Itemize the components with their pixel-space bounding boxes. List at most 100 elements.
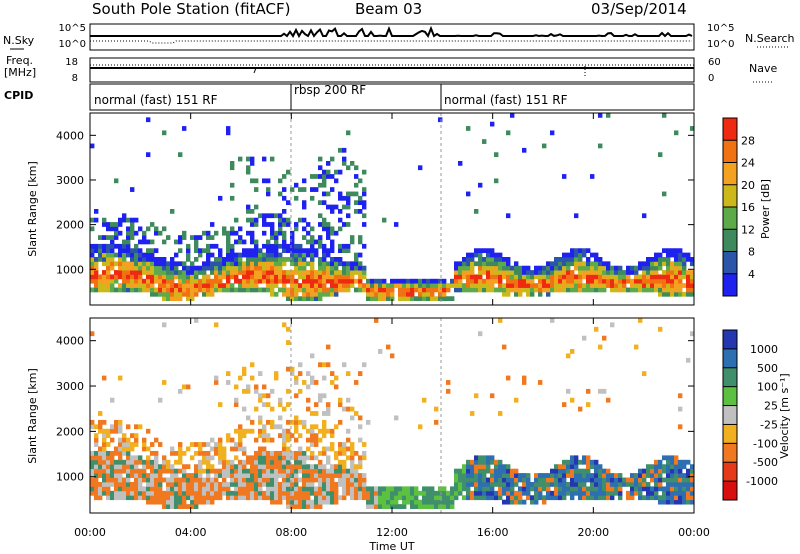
- echo-cell: [162, 283, 167, 288]
- echo-cell: [274, 495, 279, 501]
- echo-cell: [658, 257, 663, 262]
- echo-cell: [346, 261, 351, 267]
- echo-cell: [234, 397, 239, 403]
- echo-cell: [634, 287, 639, 293]
- echo-cell: [118, 217, 123, 223]
- freq-label-top: Freq.: [6, 54, 33, 67]
- echo-cell: [634, 477, 639, 483]
- power-colorbar-label: Power [dB]: [759, 179, 772, 239]
- echo-cell: [358, 239, 363, 245]
- echo-cell: [634, 481, 639, 487]
- echo-cell: [330, 495, 335, 501]
- echo-cell: [246, 495, 251, 501]
- echo-cell: [230, 270, 235, 275]
- echo-cell: [222, 450, 227, 456]
- echo-cell: [330, 433, 335, 439]
- echo-cell: [546, 287, 551, 293]
- echo-cell: [434, 499, 439, 505]
- echo-cell: [150, 274, 155, 280]
- echo-cell: [638, 473, 643, 478]
- echo-cell: [198, 468, 203, 474]
- echo-cell: [94, 481, 99, 487]
- echo-cell: [606, 486, 611, 492]
- echo-cell: [270, 419, 275, 425]
- echo-cell: [334, 450, 339, 456]
- echo-cell: [170, 486, 175, 492]
- echo-cell: [318, 222, 323, 227]
- echo-cell: [326, 495, 331, 501]
- echo-cell: [258, 265, 263, 271]
- echo-cell: [322, 477, 327, 483]
- echo-cell: [358, 459, 363, 465]
- echo-cell: [598, 490, 603, 496]
- echo-cell: [566, 486, 571, 492]
- echo-cell: [138, 287, 143, 293]
- x-axis-label: Time UT: [368, 540, 414, 553]
- echo-cell: [238, 239, 243, 245]
- echo-cell: [234, 477, 239, 483]
- echo-cell: [298, 450, 303, 456]
- echo-cell: [174, 459, 179, 465]
- echo-cell: [190, 481, 195, 487]
- echo-cell: [666, 499, 671, 505]
- echo-cell: [254, 481, 259, 487]
- echo-cell: [338, 147, 343, 153]
- echo-cell: [182, 468, 187, 474]
- echo-cell: [314, 270, 319, 275]
- echo-cell: [306, 230, 311, 236]
- echo-cell: [498, 411, 503, 416]
- echo-cell: [298, 362, 303, 368]
- echo-cell: [422, 296, 427, 302]
- echo-cell: [230, 248, 235, 254]
- echo-cell: [562, 257, 567, 262]
- echo-cell: [118, 486, 123, 492]
- echo-cell: [306, 499, 311, 505]
- echo-cell: [334, 464, 339, 470]
- echo-cell: [334, 230, 339, 236]
- echo-cell: [234, 486, 239, 492]
- echo-cell: [646, 261, 651, 267]
- echo-cell: [178, 291, 183, 297]
- echo-cell: [110, 222, 115, 227]
- echo-cell: [642, 473, 647, 478]
- echo-cell: [530, 486, 535, 492]
- echo-cell: [510, 477, 515, 483]
- echo-cell: [410, 495, 415, 501]
- echo-cell: [478, 182, 483, 188]
- echo-cell: [690, 464, 695, 470]
- echo-cell: [386, 296, 391, 302]
- echo-cell: [250, 419, 255, 425]
- echo-cell: [550, 283, 555, 288]
- echo-cell: [474, 468, 479, 474]
- echo-cell: [262, 490, 267, 496]
- echo-cell: [154, 437, 159, 443]
- echo-cell: [350, 235, 355, 240]
- echo-cell: [450, 504, 455, 509]
- echo-cell: [594, 486, 599, 492]
- echo-cell: [662, 113, 667, 118]
- echo-cell: [526, 481, 531, 487]
- echo-cell: [566, 464, 571, 470]
- echo-cell: [522, 147, 527, 153]
- echo-cell: [310, 187, 315, 192]
- echo-cell: [98, 424, 103, 430]
- echo-cell: [354, 174, 359, 179]
- echo-cell: [606, 278, 611, 284]
- echo-cell: [574, 278, 579, 284]
- echo-cell: [130, 265, 135, 271]
- echo-cell: [130, 455, 135, 461]
- echo-cell: [94, 270, 99, 275]
- echo-cell: [322, 169, 327, 175]
- echo-cell: [266, 283, 271, 288]
- echo-cell: [650, 490, 655, 496]
- echo-cell: [270, 274, 275, 280]
- echo-cell: [238, 283, 243, 288]
- echo-cell: [278, 222, 283, 227]
- echo-cell: [598, 274, 603, 280]
- echo-cell: [162, 322, 167, 328]
- echo-cell: [338, 397, 343, 403]
- echo-cell: [366, 504, 371, 509]
- echo-cell: [158, 490, 163, 496]
- echo-cell: [306, 464, 311, 470]
- echo-cell: [266, 402, 271, 408]
